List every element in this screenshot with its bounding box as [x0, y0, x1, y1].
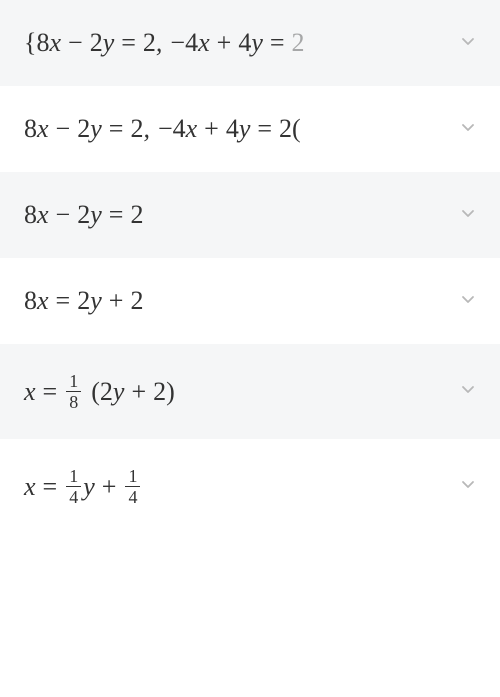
chevron-down-icon[interactable]	[460, 119, 476, 140]
math-step[interactable]: 8x−2y=2	[0, 172, 500, 258]
math-step[interactable]: 8x=2y+2	[0, 258, 500, 344]
chevron-down-icon[interactable]	[460, 476, 476, 497]
chevron-down-icon[interactable]	[460, 291, 476, 312]
math-step[interactable]: x=18(2y+2)	[0, 344, 500, 439]
chevron-down-icon[interactable]	[460, 33, 476, 54]
chevron-down-icon[interactable]	[460, 205, 476, 226]
math-expression: 8x−2y=2	[24, 200, 143, 230]
math-expression: x=14y+14	[24, 467, 142, 506]
chevron-down-icon[interactable]	[460, 381, 476, 402]
math-expression: {8x−2y=2,−4x+4y=2	[24, 28, 305, 58]
math-step[interactable]: x=14y+14	[0, 439, 500, 534]
math-step[interactable]: 8x−2y=2,−4x+4y=2(	[0, 86, 500, 172]
math-step[interactable]: {8x−2y=2,−4x+4y=2	[0, 0, 500, 86]
math-expression: x=18(2y+2)	[24, 372, 175, 411]
math-expression: 8x−2y=2,−4x+4y=2(	[24, 114, 301, 144]
math-expression: 8x=2y+2	[24, 286, 143, 316]
